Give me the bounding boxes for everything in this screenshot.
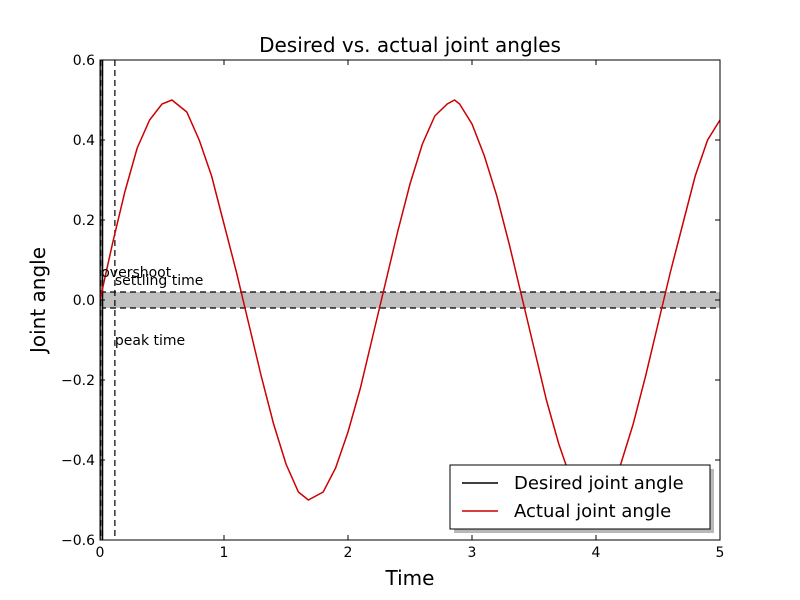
y-tick-label: 0.2 [73, 213, 95, 229]
x-tick-label: 4 [592, 545, 601, 561]
y-tick-label: 0.4 [73, 133, 95, 149]
chart-title: Desired vs. actual joint angles [259, 33, 561, 57]
annotation-peak-time: peak time [115, 333, 185, 349]
x-tick-label: 5 [716, 545, 725, 561]
annotation-overshoot: overshoot [101, 265, 172, 281]
y-tick-label: −0.6 [61, 533, 95, 549]
annotation-settling-time: settling time [115, 273, 204, 289]
y-tick-label: −0.2 [61, 373, 95, 389]
tolerance-band [100, 292, 720, 308]
legend-label-1: Actual joint angle [514, 501, 671, 522]
x-tick-label: 0 [96, 545, 105, 561]
y-tick-label: 0.6 [73, 53, 95, 69]
x-axis-label: Time [385, 566, 435, 590]
x-tick-label: 2 [344, 545, 353, 561]
x-tick-label: 1 [220, 545, 229, 561]
y-tick-label: −0.4 [61, 453, 95, 469]
legend-box [449, 464, 711, 530]
plot-area: 0 1 2 3 4 5 −0.6 −0.4 −0.2 0.0 0.2 0.4 0.6 overshoots… [61, 53, 724, 561]
y-tick-label: 0.0 [73, 293, 95, 309]
legend-label-0: Desired joint angle [514, 473, 684, 494]
y-axis-label: Joint angle [26, 247, 50, 355]
x-tick-label: 3 [468, 545, 477, 561]
